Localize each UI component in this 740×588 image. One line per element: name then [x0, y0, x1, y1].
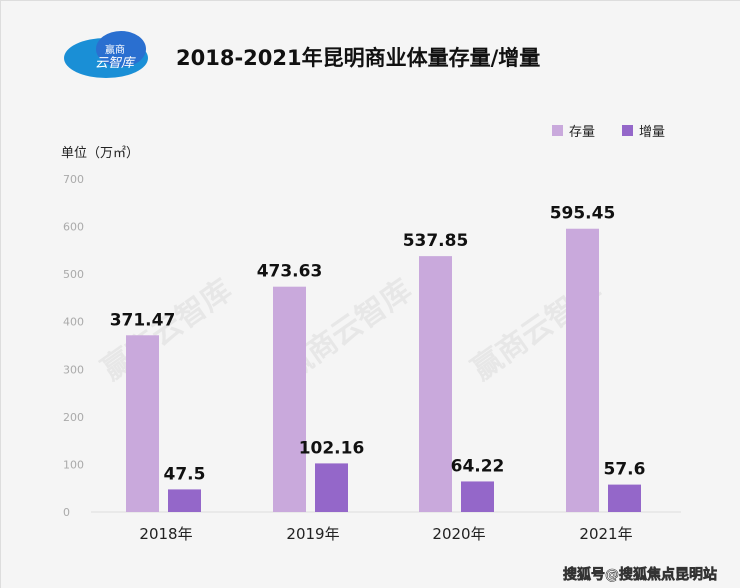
y-tick-label: 400	[63, 316, 84, 329]
legend-label: 增量	[639, 125, 665, 140]
y-tick-label: 100	[63, 458, 84, 471]
data-label: 371.47	[110, 310, 176, 330]
bar-increment-3	[608, 484, 641, 512]
bar-stock-2	[419, 256, 452, 512]
bar-increment-2	[461, 481, 494, 512]
y-tick-label: 700	[63, 173, 84, 186]
y-tick-label: 500	[63, 268, 84, 281]
bar-stock-0	[126, 335, 159, 512]
data-label: 102.16	[299, 438, 365, 458]
x-tick-label: 2019年	[286, 525, 339, 543]
bar-increment-0	[168, 489, 201, 512]
legend-swatch	[622, 125, 633, 136]
data-label: 537.85	[403, 231, 469, 251]
x-tick-label: 2020年	[432, 525, 485, 543]
x-tick-label: 2021年	[579, 525, 632, 543]
bar-stock-1	[273, 286, 306, 512]
logo-line1: 赢商	[105, 43, 125, 56]
footer-watermark: 搜狐号@搜狐焦点昆明站	[563, 566, 717, 583]
y-tick-label: 0	[63, 506, 70, 519]
data-label: 595.45	[550, 204, 616, 224]
legend-swatch	[552, 125, 563, 136]
logo: 赢商 云智库	[64, 31, 148, 78]
data-label: 64.22	[451, 456, 505, 476]
legend-label: 存量	[569, 125, 595, 140]
y-tick-label: 600	[63, 221, 84, 234]
data-label: 473.63	[257, 262, 323, 282]
data-label: 47.5	[164, 464, 206, 484]
logo-line2: 云智库	[95, 56, 136, 71]
y-axis-label: 单位（万㎡）	[61, 146, 139, 161]
y-tick-label: 200	[63, 411, 84, 424]
bar-increment-1	[315, 463, 348, 512]
bar-stock-3	[566, 228, 599, 512]
chart-title: 2018-2021年昆明商业体量存量/增量	[176, 46, 540, 70]
x-tick-label: 2018年	[139, 525, 192, 543]
data-label: 57.6	[604, 460, 646, 480]
y-tick-label: 300	[63, 363, 84, 376]
